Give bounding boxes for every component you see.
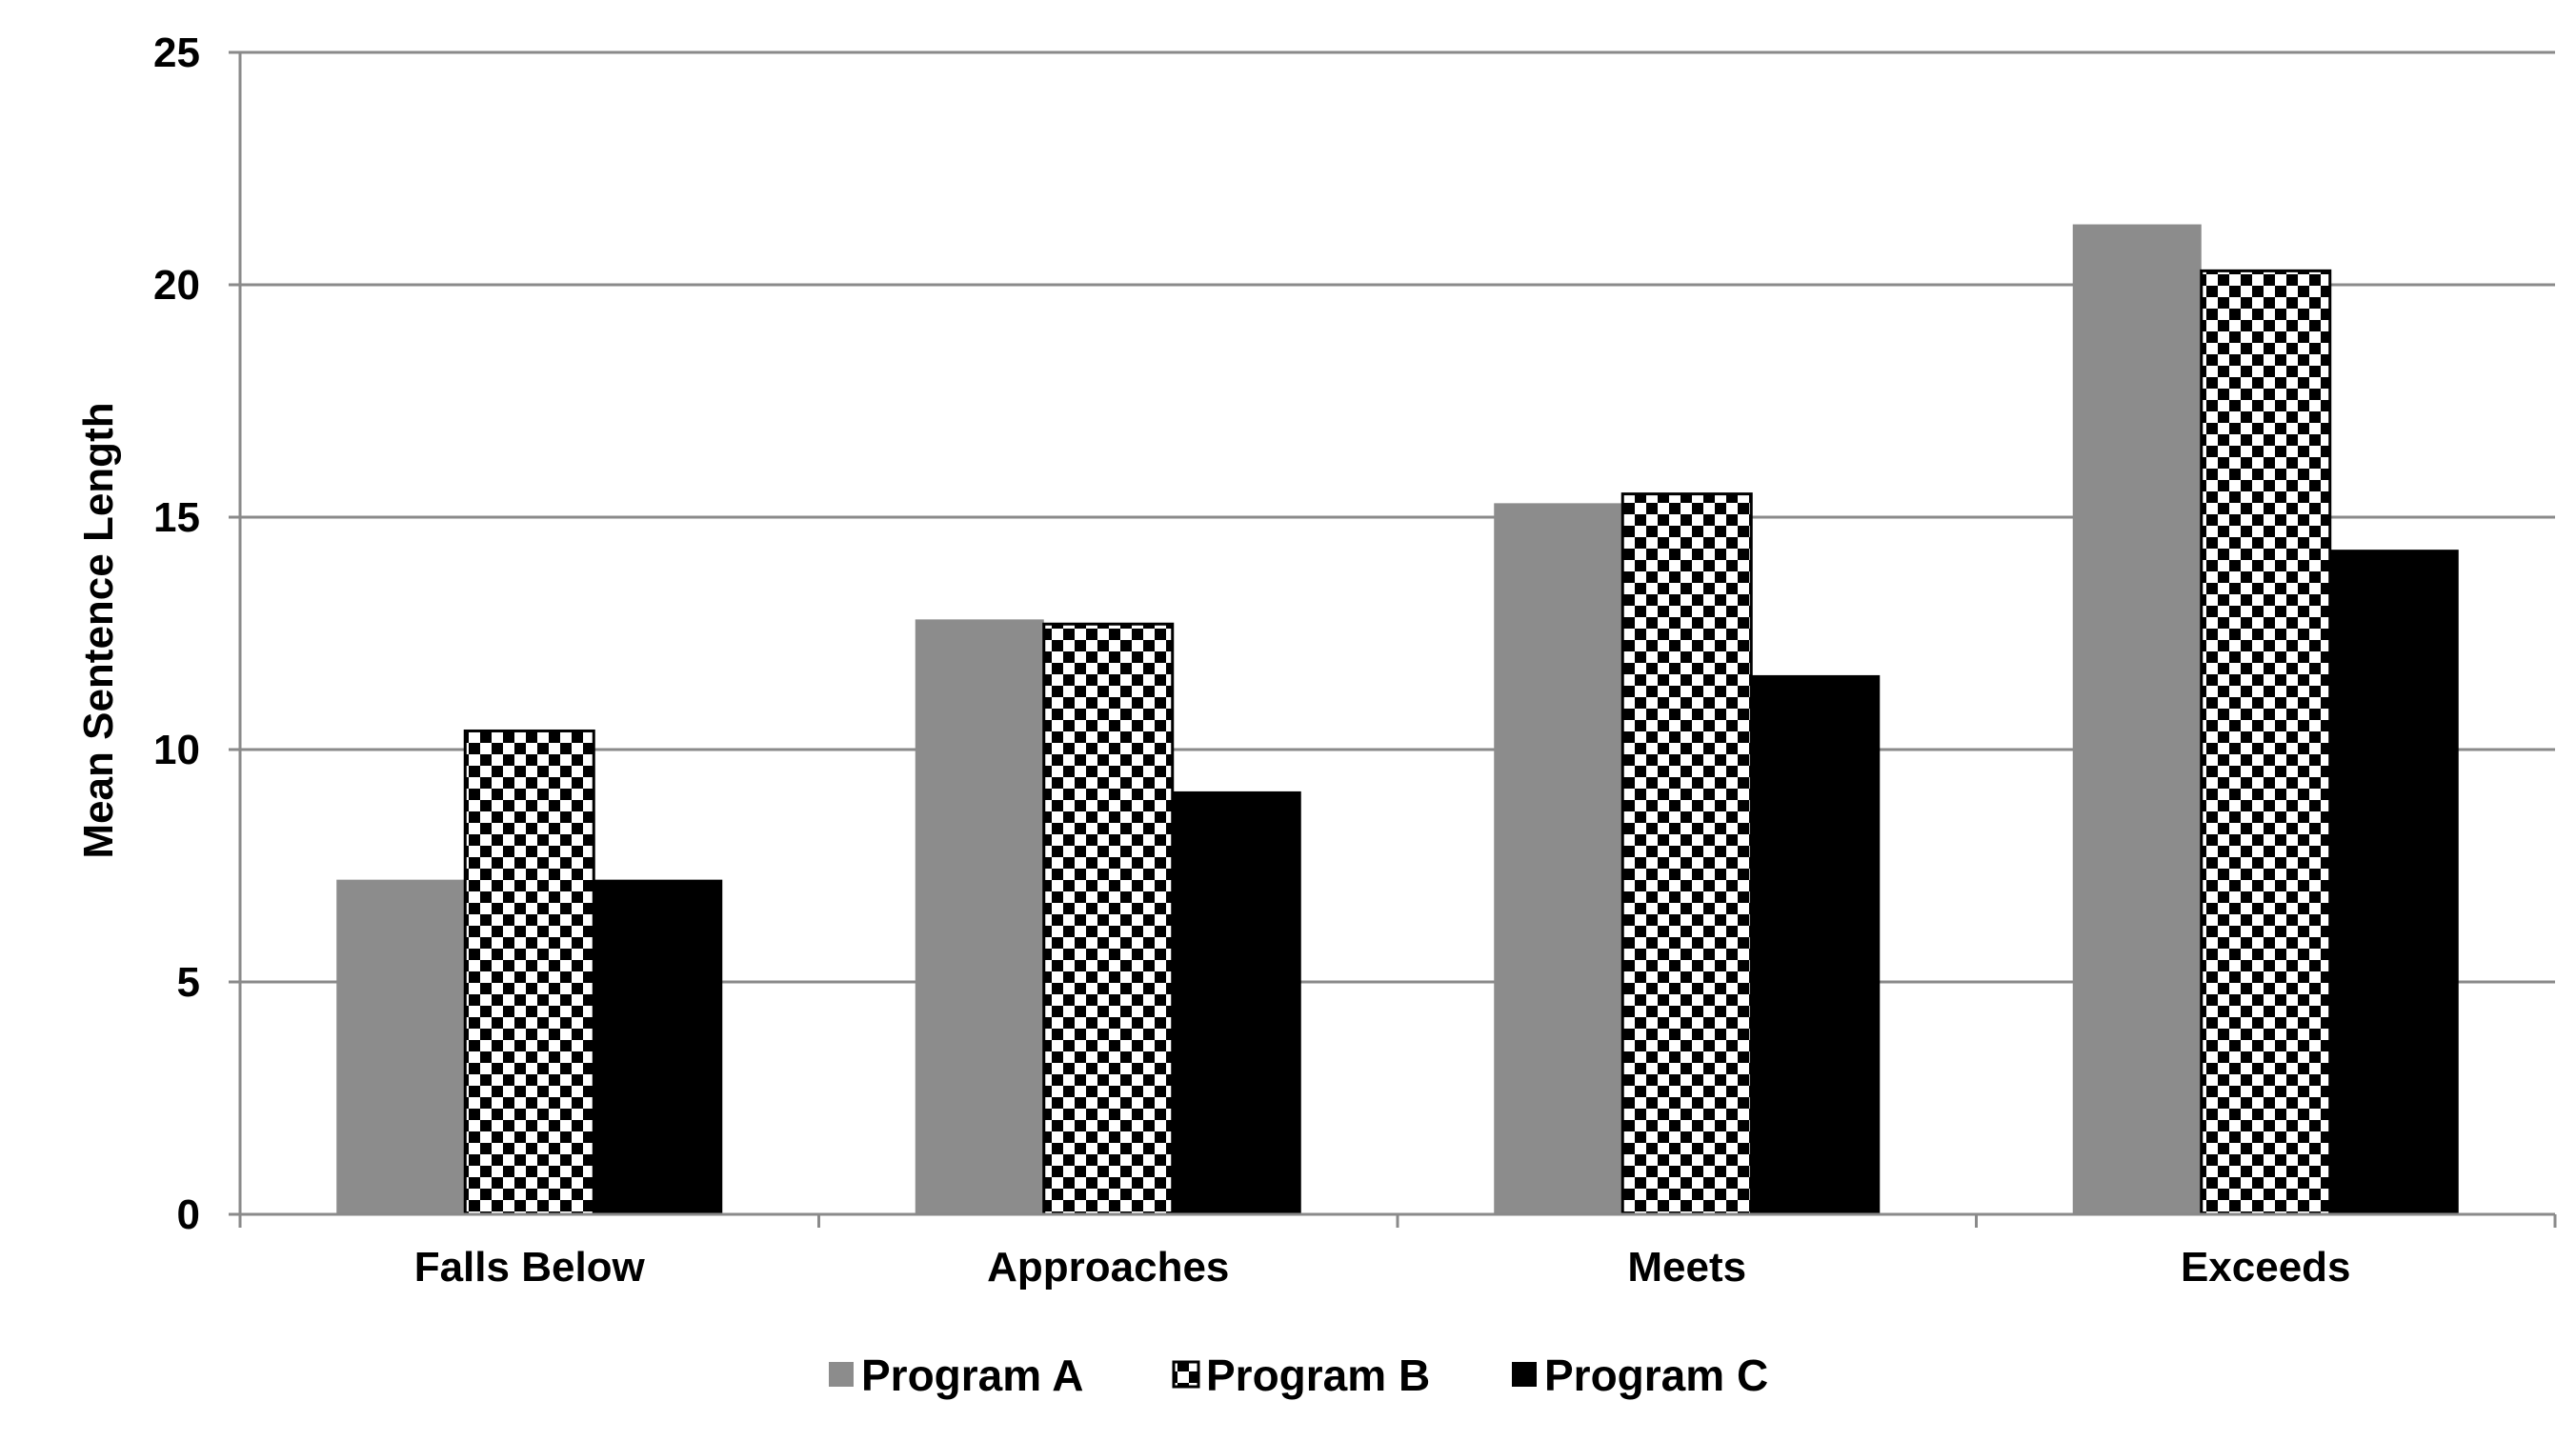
x-tick-label: Approaches — [987, 1244, 1229, 1291]
bar-program-c-falls-below — [594, 879, 723, 1214]
x-tick-label: Exceeds — [2181, 1244, 2351, 1291]
legend-swatch — [829, 1362, 854, 1387]
y-axis-title: Mean Sentence Length — [75, 402, 122, 858]
bar-program-a-falls-below — [336, 879, 466, 1214]
bar-program-c-exceeds — [2329, 550, 2459, 1214]
x-tick-label: Meets — [1627, 1244, 1746, 1291]
legend-label: Program B — [1206, 1351, 1430, 1400]
y-tick-label: 15 — [153, 494, 200, 541]
y-tick-label: 10 — [153, 727, 200, 773]
bars — [336, 224, 2459, 1216]
y-tick-label: 5 — [177, 959, 200, 1006]
x-tick-label: Falls Below — [414, 1244, 646, 1291]
bar-program-a-meets — [1494, 503, 1623, 1214]
legend: Program A Program B Program C — [829, 1351, 1768, 1400]
y-tick-label: 20 — [153, 262, 200, 309]
bar-program-c-meets — [1751, 674, 1881, 1214]
bar-program-b-exceeds — [2200, 269, 2332, 1216]
bar-program-c-approaches — [1172, 791, 1301, 1214]
y-tick-label: 25 — [153, 30, 200, 76]
legend-label: Program C — [1544, 1351, 1768, 1400]
bar-program-b-falls-below — [463, 729, 595, 1216]
legend-label: Program A — [861, 1351, 1083, 1400]
legend-swatch — [1512, 1362, 1537, 1387]
bar-program-b-approaches — [1042, 622, 1175, 1216]
bar-program-b-meets — [1620, 492, 1753, 1216]
y-tick-label: 0 — [177, 1191, 200, 1238]
bar-program-a-approaches — [915, 619, 1044, 1214]
legend-swatch — [1172, 1360, 1200, 1389]
axes: 0 5 10 15 20 25 Falls Below Approaches Meets Exce… — [153, 30, 2557, 1291]
bar-program-a-exceeds — [2072, 224, 2202, 1214]
